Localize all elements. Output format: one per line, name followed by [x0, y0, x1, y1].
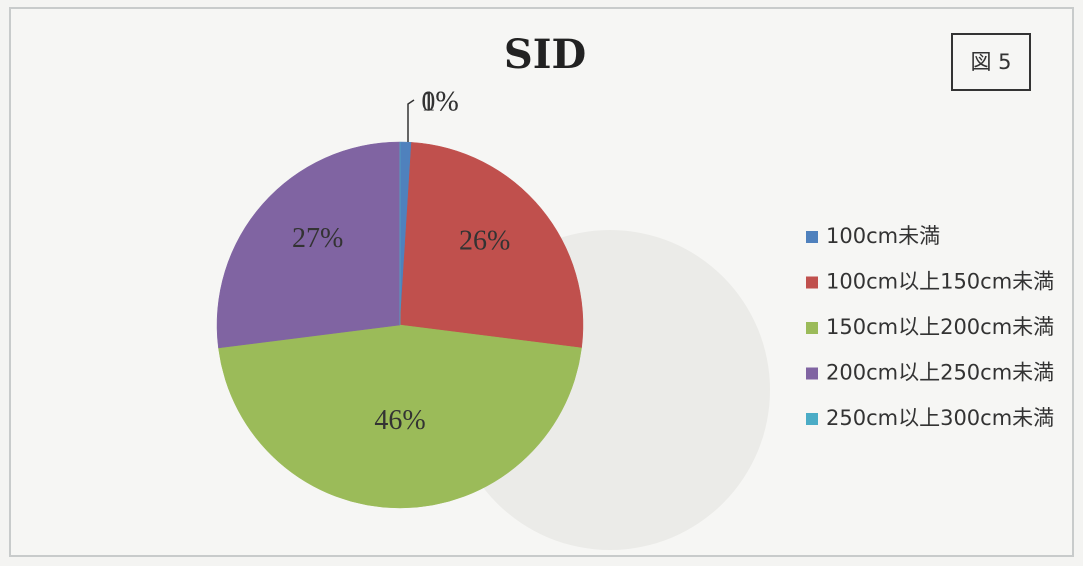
legend-label: 100cm以上150cm未満	[826, 270, 1054, 294]
data-label: 1%	[421, 86, 458, 117]
data-label: 0%	[421, 86, 458, 117]
leader-line	[407, 99, 415, 142]
legend-swatch	[806, 231, 818, 243]
legend-label: 200cm以上250cm未満	[826, 361, 1054, 385]
data-label: 27%	[292, 223, 343, 254]
legend-label: 150cm以上200cm未満	[826, 315, 1054, 339]
legend-swatch	[806, 413, 818, 425]
data-label: 46%	[374, 405, 425, 436]
figure-label: 図 5	[970, 50, 1011, 74]
pie-slice	[218, 324, 582, 509]
legend-swatch	[806, 322, 818, 334]
legend-label: 250cm以上300cm未満	[826, 406, 1054, 430]
legend-swatch	[806, 276, 818, 289]
legend-swatch	[806, 367, 818, 380]
legend-label: 100cm未満	[826, 224, 940, 248]
pie-slice	[399, 142, 584, 349]
data-label: 26%	[459, 225, 510, 256]
chart-title: SID	[504, 31, 586, 78]
pie-slice	[216, 141, 401, 349]
figure-label-box	[951, 33, 1031, 91]
